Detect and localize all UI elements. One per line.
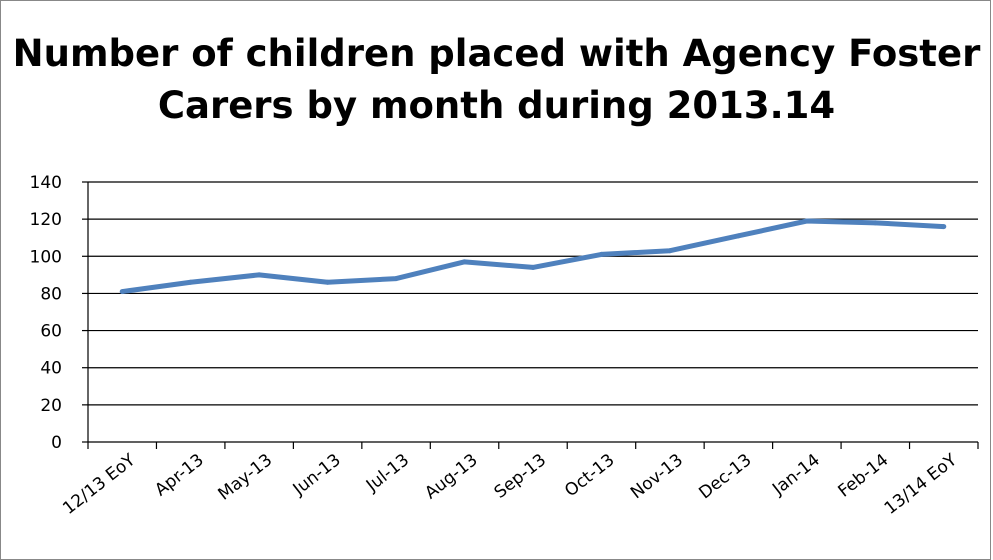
data-point	[256, 272, 262, 278]
y-tick-label: 60	[40, 322, 62, 342]
x-tick-label: Nov-13	[627, 450, 687, 503]
x-tick-label: 12/13 EoY	[59, 450, 140, 519]
y-tick-label: 0	[51, 433, 62, 453]
x-tick-label: Sep-13	[491, 450, 550, 503]
chart-title-line-2: Carers by month during 2013.14	[157, 84, 836, 127]
x-tick-label: May-13	[215, 450, 277, 504]
y-tick-label: 120	[30, 210, 62, 230]
data-point	[735, 233, 741, 239]
x-tick-label: 13/14 EoY	[881, 450, 962, 519]
chart-title-line-1: Number of children placed with Agency Fo…	[12, 32, 981, 75]
x-tick-label: Jun-13	[289, 450, 345, 500]
x-tick-label: Feb-14	[834, 450, 892, 501]
data-point	[598, 251, 604, 257]
data-point	[872, 220, 878, 226]
y-tick-label: 100	[30, 247, 62, 267]
x-tick-label: Apr-13	[151, 450, 208, 500]
data-point	[325, 279, 331, 285]
chart-title: Number of children placed with Agency Fo…	[0, 28, 993, 132]
x-tick-label: Jul-13	[362, 450, 413, 496]
data-point	[941, 224, 947, 230]
x-tick-label: Aug-13	[421, 450, 481, 503]
data-point	[804, 218, 810, 224]
x-tick-label: Dec-13	[695, 450, 755, 503]
data-point	[119, 289, 125, 295]
data-point	[667, 248, 673, 254]
data-point	[462, 259, 468, 265]
y-tick-label: 20	[40, 396, 62, 416]
y-tick-label: 80	[40, 284, 62, 304]
y-tick-label: 140	[30, 173, 62, 193]
y-tick-label: 40	[40, 359, 62, 379]
data-point	[530, 264, 536, 270]
x-tick-label: Oct-13	[561, 450, 618, 501]
x-tick-label: Jan-14	[768, 450, 824, 500]
data-point	[188, 279, 194, 285]
data-point	[393, 276, 399, 282]
